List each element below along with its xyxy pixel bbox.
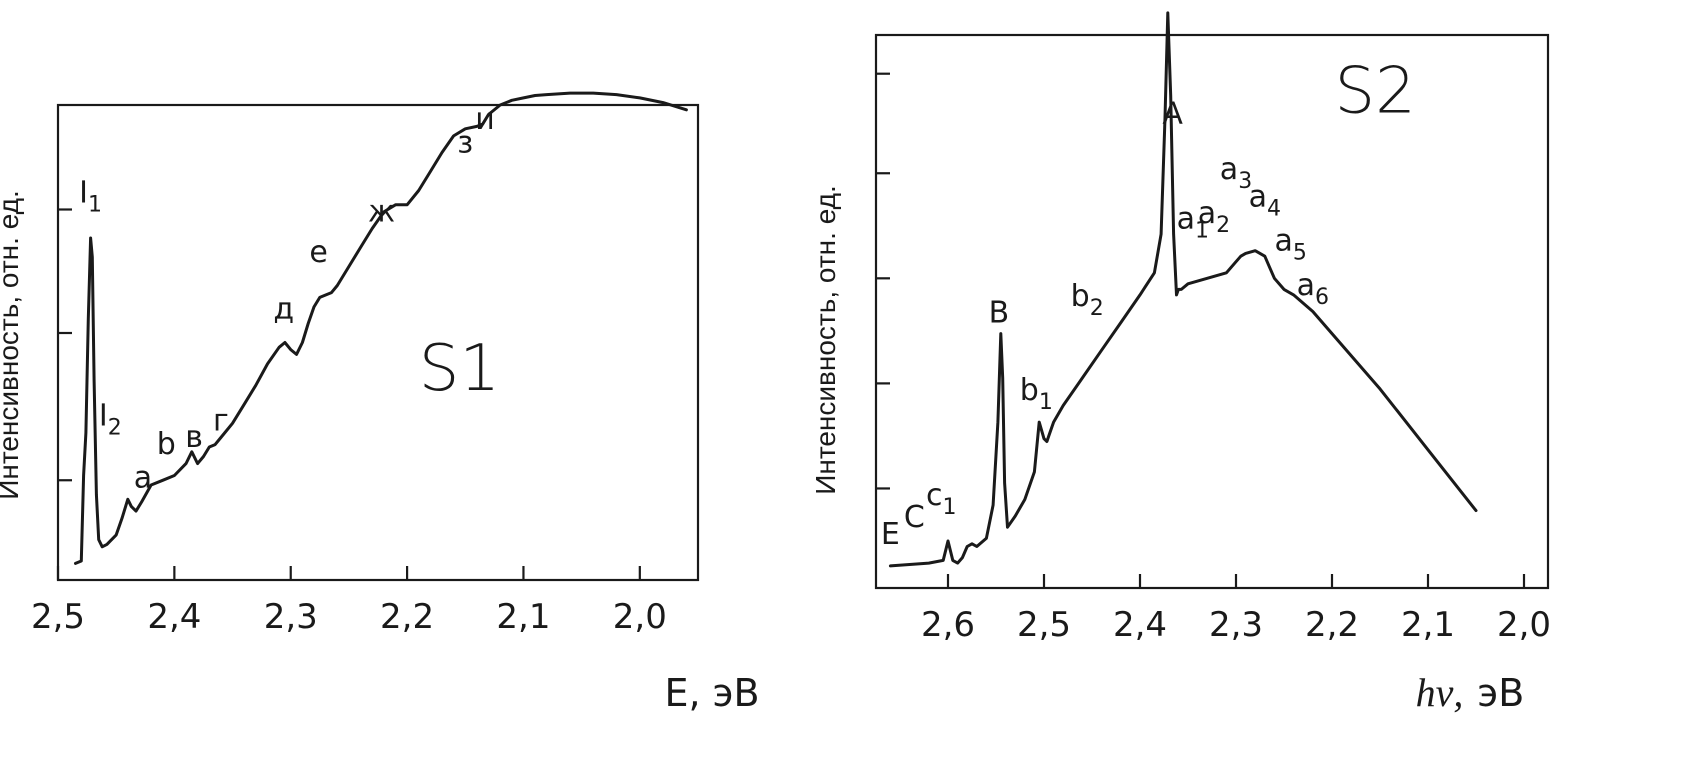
peak-annotation-text: г: [213, 403, 229, 438]
y-axis-label: Интенсивность, отн. ед.: [0, 190, 24, 500]
peak-annotation-text: I: [79, 175, 88, 210]
peak-annotation-text: c: [926, 478, 943, 513]
peak-annotation-text: в: [185, 420, 203, 455]
peak-annotation-text: a: [134, 460, 152, 495]
peak-annotation: I2: [99, 399, 122, 441]
plot-frame: [874, 33, 1550, 590]
chart-panel-s1: 2,5 2,4 2,3 2,2 2,1 2,0 Интенсивность, отн. ед…: [0, 91, 760, 715]
x-tick-label: 2,0: [613, 597, 667, 637]
x-tick-label: 2,5: [1017, 605, 1071, 645]
x-tick-label: 2,3: [264, 597, 318, 637]
peak-annotation: е: [309, 235, 327, 270]
panel-label: S1: [419, 332, 500, 406]
chart-panel-s2: 2,6 2,5 2,4 2,3 2,2 2,1 2,0 Интенсивность, отн.…: [810, 11, 1551, 715]
peak-annotation-text: E: [881, 517, 900, 552]
peak-annotation: E: [881, 517, 900, 552]
peak-annotation-text: ж: [368, 194, 395, 229]
peak-annotation: г: [213, 403, 229, 438]
peak-annotation-text: з: [457, 126, 473, 161]
peak-annotation-subscript: 2: [108, 416, 122, 441]
x-axis-label-unit: эВ: [1477, 671, 1524, 715]
peak-annotation-text: a: [1177, 202, 1195, 237]
peak-annotation: a3: [1220, 152, 1252, 194]
peak-annotation-subscript: 1: [1039, 390, 1053, 415]
x-tick-label: 2,4: [147, 597, 201, 637]
peak-annotation-text: B: [989, 296, 1010, 331]
peak-annotation-subscript: 2: [1090, 296, 1104, 321]
peak-annotation: д: [273, 292, 294, 327]
peak-annotation-subscript: 1: [943, 495, 957, 520]
peak-annotation: b: [157, 427, 176, 462]
peak-annotation-text: a: [1275, 224, 1293, 259]
peak-annotation: и: [475, 102, 495, 137]
spectrum-line: [888, 11, 1478, 568]
peak-annotation: C: [904, 500, 925, 535]
peak-annotation-text: b: [157, 427, 176, 462]
peak-annotation: ж: [368, 194, 395, 229]
peak-annotation-text: a: [1198, 196, 1216, 231]
x-axis-label: hν, эВ: [1416, 670, 1525, 715]
peak-annotation-text: I: [99, 399, 108, 434]
peak-annotation-text: a: [1220, 152, 1238, 187]
peak-annotation-text: a: [1249, 179, 1267, 214]
x-tick-label: 2,3: [1209, 605, 1263, 645]
peak-annotation-text: a: [1297, 268, 1315, 303]
peak-annotation-text: A: [1162, 96, 1183, 131]
peak-annotation-text: b: [1071, 279, 1090, 314]
x-tick-label: 2,5: [31, 597, 85, 637]
x-tick-label: 2,1: [1401, 605, 1455, 645]
peak-annotation: a5: [1275, 224, 1307, 266]
panel-label: S2: [1335, 54, 1416, 128]
peak-annotation-subscript: 5: [1293, 241, 1307, 266]
peak-annotation-text: е: [309, 235, 327, 270]
peak-annotation: b2: [1071, 279, 1104, 321]
peak-annotation: B: [989, 296, 1010, 331]
peak-annotation-subscript: 2: [1216, 213, 1230, 238]
peak-annotation-subscript: 1: [1195, 219, 1209, 244]
peak-annotation-subscript: 6: [1315, 285, 1329, 310]
x-tick-label: 2,1: [496, 597, 550, 637]
peak-annotation: b1: [1020, 373, 1053, 415]
peak-annotation: a6: [1297, 268, 1329, 310]
peak-annotation: a2: [1198, 196, 1230, 238]
x-tick-label: 2,2: [1305, 605, 1359, 645]
peak-annotation: з: [457, 126, 473, 161]
peak-annotation-subscript: 1: [88, 192, 102, 217]
y-axis-label: Интенсивность, отн. ед.: [810, 185, 841, 495]
x-tick-label: 2,2: [380, 597, 434, 637]
peak-annotation: a1: [1177, 202, 1209, 244]
peak-annotation-subscript: 3: [1238, 169, 1252, 194]
peak-annotation: c1: [926, 478, 957, 520]
x-axis-label: E, эВ: [664, 671, 759, 715]
spectrum-line: [74, 91, 688, 565]
peak-annotation: a: [134, 460, 152, 495]
peak-annotation-subscript: 4: [1267, 196, 1281, 221]
plot-frame: [56, 103, 700, 582]
peak-annotation: a4: [1249, 179, 1281, 221]
peak-annotation-text: C: [904, 500, 925, 535]
x-tick-label: 2,6: [921, 605, 975, 645]
peak-annotation: в: [185, 420, 203, 455]
peak-annotation-text: и: [475, 102, 495, 137]
x-axis-label-symbol: hν,: [1416, 670, 1464, 715]
peak-annotation: I1: [79, 175, 102, 217]
peak-annotation-text: b: [1020, 373, 1039, 408]
peak-annotation: A: [1162, 96, 1183, 131]
x-tick-label: 2,0: [1497, 605, 1551, 645]
peak-annotation-text: д: [273, 292, 294, 327]
x-tick-label: 2,4: [1113, 605, 1167, 645]
